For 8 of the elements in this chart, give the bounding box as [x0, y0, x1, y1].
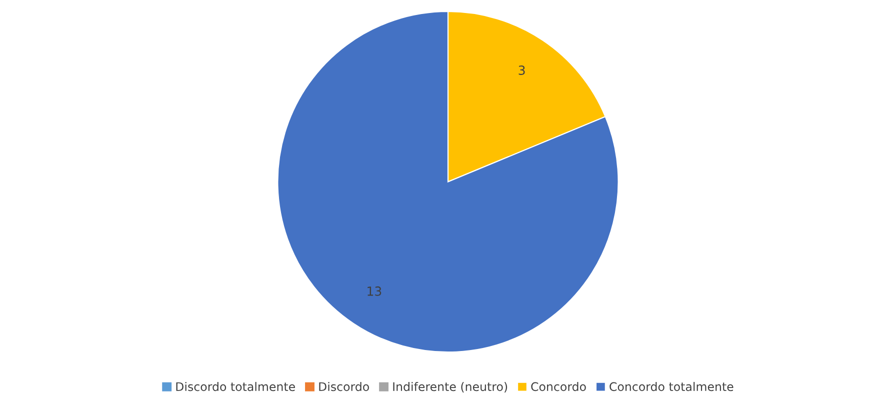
- legend-label: Discordo: [319, 382, 369, 392]
- data-label: 13: [368, 286, 382, 296]
- data-label: 3: [518, 66, 525, 75]
- legend-label: Indiferente (neutro): [393, 382, 508, 392]
- legend-label: Discordo totalmente: [176, 382, 295, 392]
- legend-label: Concordo totalmente: [610, 382, 734, 392]
- legend-label: Concordo: [531, 382, 586, 392]
- pie-slice: [277, 10, 619, 353]
